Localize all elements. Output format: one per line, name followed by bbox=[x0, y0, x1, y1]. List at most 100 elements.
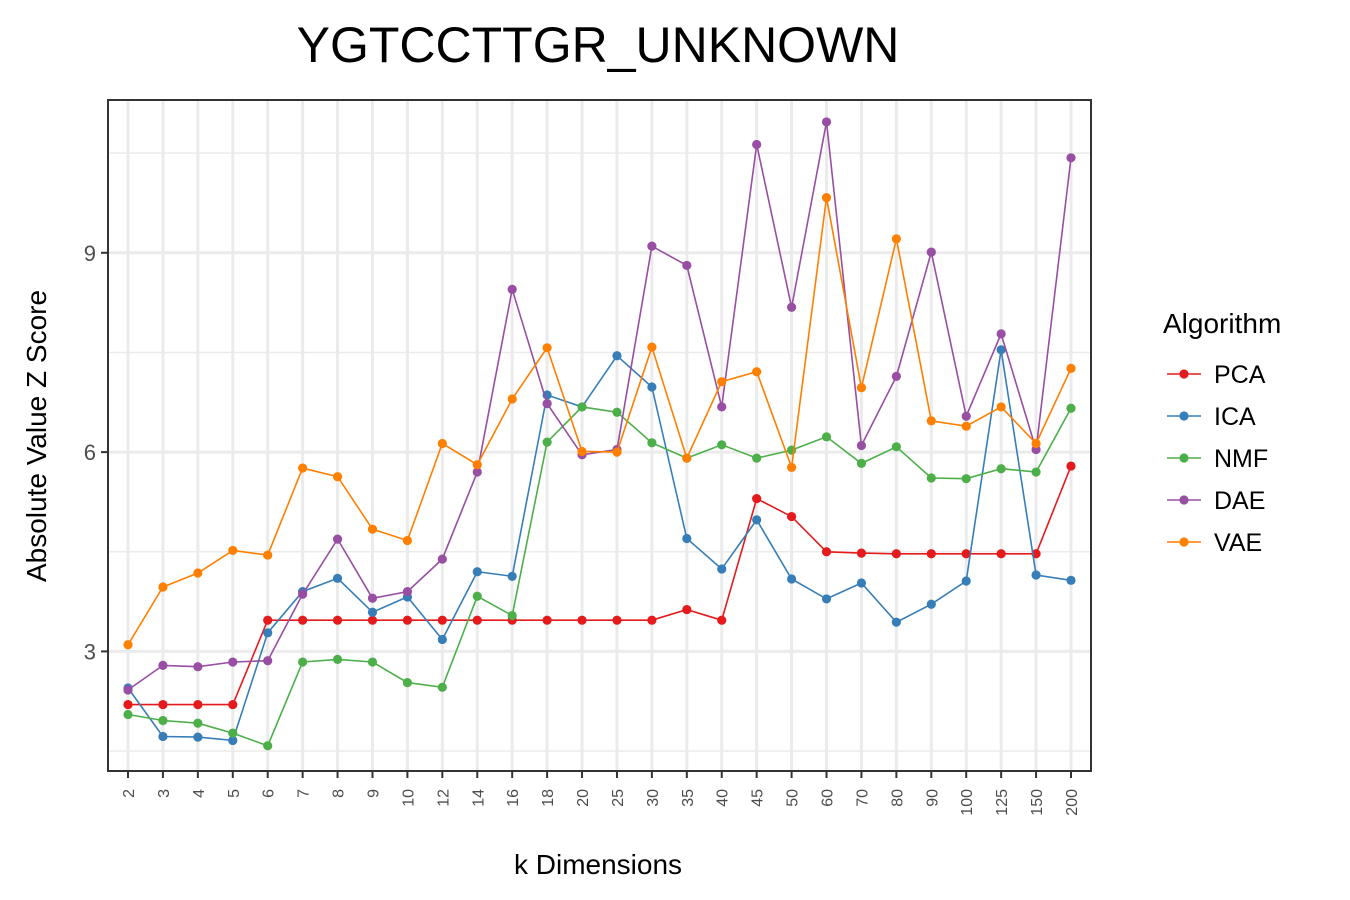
data-point bbox=[437, 438, 447, 449]
data-point bbox=[158, 699, 168, 710]
x-tick-label: 70 bbox=[854, 789, 871, 807]
x-tick-label: 8 bbox=[331, 789, 348, 798]
data-point bbox=[507, 610, 517, 621]
data-point bbox=[996, 345, 1006, 355]
data-point bbox=[228, 728, 238, 738]
data-point bbox=[786, 574, 797, 584]
x-tick-label: 5 bbox=[226, 789, 243, 798]
x-axis-title: k Dimensions bbox=[514, 849, 682, 880]
data-point bbox=[158, 715, 168, 726]
data-point bbox=[437, 554, 447, 564]
x-tick-label: 45 bbox=[750, 789, 767, 807]
data-point bbox=[507, 571, 517, 581]
data-point bbox=[472, 567, 482, 577]
x-tick-label: 3 bbox=[156, 789, 173, 798]
series-line-nmf bbox=[127, 406, 1072, 747]
x-tick-label: 50 bbox=[785, 789, 802, 807]
data-point bbox=[612, 351, 622, 361]
data-point bbox=[123, 640, 133, 650]
data-point bbox=[402, 587, 413, 597]
data-point bbox=[821, 547, 832, 557]
data-point bbox=[228, 545, 238, 556]
data-point bbox=[752, 494, 762, 504]
data-point bbox=[926, 549, 936, 559]
data-point bbox=[158, 731, 168, 742]
data-point bbox=[926, 247, 936, 257]
chart-title: YGTCCTTGR_UNKNOWN bbox=[297, 17, 900, 73]
data-point bbox=[577, 615, 587, 625]
data-point bbox=[193, 732, 203, 742]
data-point bbox=[612, 407, 622, 417]
x-tick-label: 7 bbox=[296, 789, 313, 798]
x-tick-label: 100 bbox=[959, 789, 976, 816]
x-tick-label: 125 bbox=[994, 789, 1011, 816]
x-tick-label: 30 bbox=[645, 789, 662, 807]
data-point bbox=[402, 678, 413, 688]
data-point bbox=[821, 594, 832, 604]
data-point bbox=[1066, 575, 1076, 585]
data-point bbox=[367, 615, 378, 625]
data-point bbox=[542, 399, 552, 409]
data-point bbox=[263, 656, 273, 666]
data-point bbox=[437, 634, 447, 645]
data-point bbox=[437, 682, 447, 692]
series-vae bbox=[123, 193, 1076, 650]
data-point bbox=[193, 568, 203, 578]
data-point bbox=[821, 193, 832, 203]
data-point bbox=[926, 416, 936, 426]
data-point bbox=[158, 582, 168, 592]
data-point bbox=[856, 578, 867, 588]
x-tick-label: 18 bbox=[540, 789, 557, 807]
data-point bbox=[891, 371, 901, 381]
data-point bbox=[263, 550, 273, 560]
x-tick-label: 20 bbox=[575, 789, 592, 807]
y-tick-label: 6 bbox=[84, 440, 96, 465]
data-point bbox=[752, 139, 762, 150]
x-tick-label: 6 bbox=[261, 789, 278, 798]
data-point bbox=[891, 617, 901, 627]
data-point bbox=[961, 576, 971, 586]
legend: Algorithm PCA ICA NMF DAE VAE bbox=[1163, 308, 1281, 557]
data-point bbox=[647, 382, 657, 392]
legend-key-point bbox=[1179, 369, 1189, 379]
legend-key-point bbox=[1179, 411, 1189, 421]
data-point bbox=[856, 458, 867, 469]
data-point bbox=[612, 447, 622, 457]
x-tick-label: 16 bbox=[505, 789, 522, 807]
data-point bbox=[1031, 438, 1041, 449]
x-tick-label: 12 bbox=[435, 789, 452, 807]
data-point bbox=[996, 402, 1006, 412]
data-point bbox=[961, 474, 971, 484]
data-point bbox=[507, 284, 517, 294]
data-point bbox=[752, 453, 762, 463]
data-point bbox=[647, 241, 657, 251]
data-point bbox=[193, 662, 203, 672]
x-tick-label: 25 bbox=[610, 789, 627, 807]
data-point bbox=[332, 472, 343, 482]
data-point bbox=[682, 533, 692, 544]
data-point bbox=[367, 607, 378, 617]
x-tick-label: 40 bbox=[715, 789, 732, 807]
series-dae bbox=[123, 117, 1076, 695]
legend-key-point bbox=[1179, 537, 1189, 547]
data-point bbox=[402, 535, 413, 546]
data-point bbox=[682, 453, 692, 463]
data-point bbox=[577, 402, 587, 412]
data-point bbox=[332, 654, 343, 664]
data-point bbox=[1066, 403, 1076, 413]
data-point bbox=[717, 377, 727, 387]
legend-label-pca: PCA bbox=[1214, 361, 1266, 389]
data-point bbox=[996, 464, 1006, 474]
x-tick-label: 60 bbox=[820, 789, 837, 807]
data-point bbox=[786, 462, 797, 472]
data-point bbox=[996, 549, 1006, 559]
data-point bbox=[123, 709, 133, 720]
data-point bbox=[717, 615, 727, 625]
x-tick-label: 200 bbox=[1064, 789, 1081, 816]
data-point bbox=[228, 699, 238, 710]
x-tick-label: 80 bbox=[889, 789, 906, 807]
data-point bbox=[647, 615, 657, 625]
x-tick-label: 10 bbox=[400, 789, 417, 807]
series-line-pca bbox=[128, 465, 1072, 706]
